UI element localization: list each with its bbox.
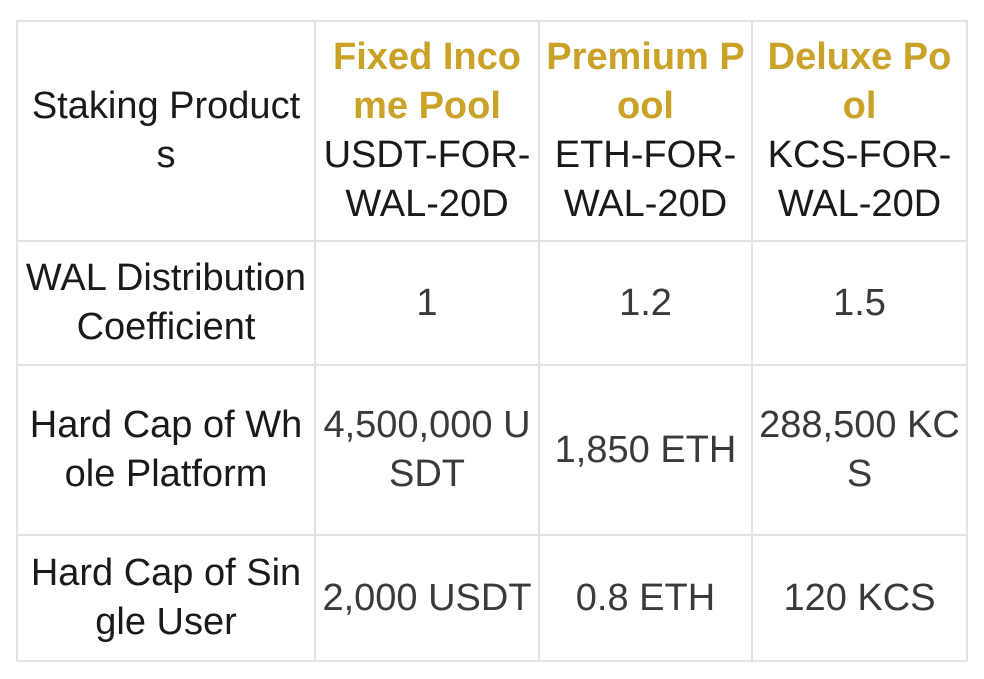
- pool-code: KCS-FOR-WAL-20D: [767, 134, 952, 225]
- value-cell: 1.2: [538, 240, 753, 366]
- value-cell: 1,850 ETH: [538, 364, 753, 536]
- pool-name: Fixed Income Pool: [333, 36, 521, 127]
- row-label-cell: Hard Cap of Whole Platform: [16, 364, 316, 536]
- value-cell: 120 KCS: [751, 534, 968, 662]
- value-cell: 1.5: [751, 240, 968, 366]
- header-label-cell: Staking Products: [16, 20, 316, 242]
- staking-products-table: Staking Products Fixed Income Pool USDT-…: [16, 20, 968, 662]
- pool-header-cell: Deluxe Pool KCS-FOR-WAL-20D: [751, 20, 968, 242]
- table-row: WAL Distribution Coefficient 1 1.2 1.5: [16, 240, 968, 366]
- row-label-cell: Hard Cap of Single User: [16, 534, 316, 662]
- pool-name: Premium Pool: [546, 36, 745, 127]
- pool-header-cell: Premium Pool ETH-FOR-WAL-20D: [538, 20, 753, 242]
- pool-name: Deluxe Pool: [767, 36, 952, 127]
- pool-code: USDT-FOR-WAL-20D: [323, 134, 531, 225]
- value-cell: 2,000 USDT: [314, 534, 540, 662]
- table-row: Hard Cap of Whole Platform 4,500,000 USD…: [16, 364, 968, 536]
- row-label-cell: WAL Distribution Coefficient: [16, 240, 316, 366]
- table-row: Hard Cap of Single User 2,000 USDT 0.8 E…: [16, 534, 968, 662]
- value-cell: 288,500 KCS: [751, 364, 968, 536]
- value-cell: 1: [314, 240, 540, 366]
- value-cell: 4,500,000 USDT: [314, 364, 540, 536]
- value-cell: 0.8 ETH: [538, 534, 753, 662]
- table-header-row: Staking Products Fixed Income Pool USDT-…: [16, 20, 968, 242]
- pool-header-cell: Fixed Income Pool USDT-FOR-WAL-20D: [314, 20, 540, 242]
- pool-code: ETH-FOR-WAL-20D: [554, 134, 737, 225]
- staking-products-table-container: Staking Products Fixed Income Pool USDT-…: [16, 20, 968, 662]
